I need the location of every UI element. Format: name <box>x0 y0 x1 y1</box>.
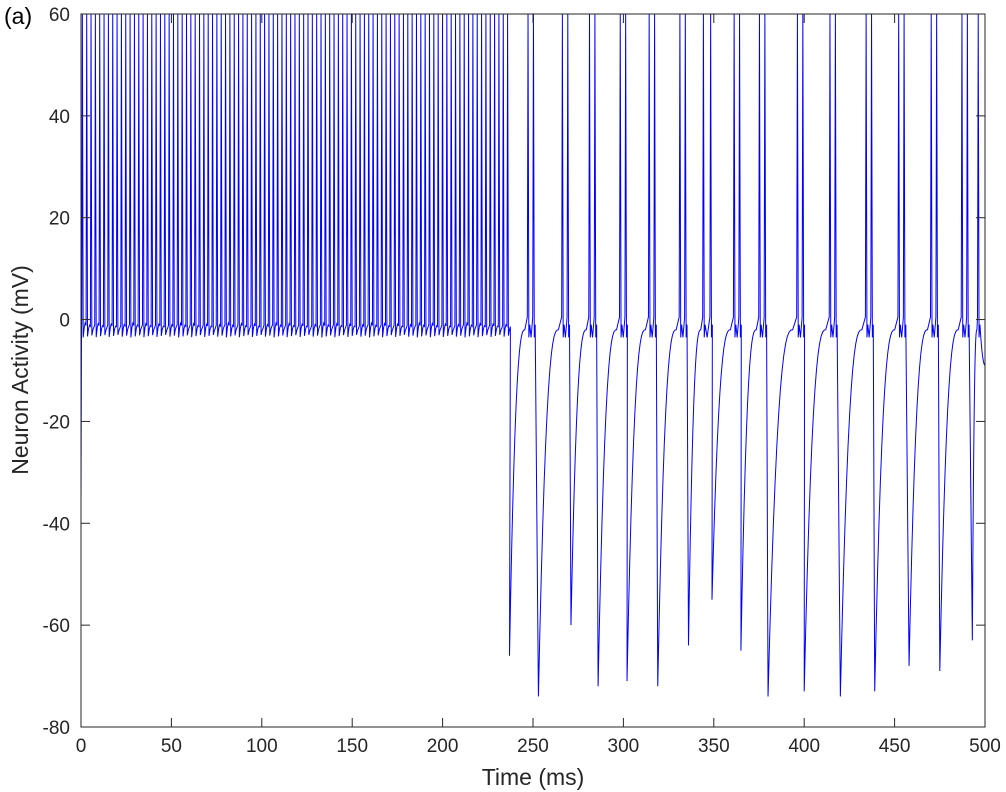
x-tick-label: 250 <box>517 736 549 757</box>
x-tick-label: 350 <box>698 736 730 757</box>
y-tick-label: -60 <box>43 616 70 637</box>
trace-layer <box>81 14 985 697</box>
ticks-layer: 0 50 100 150 200 250 300 350 400 450 500-80-60-40-… <box>43 5 1001 757</box>
x-tick-label: 150 <box>336 736 368 757</box>
panel-label: (a) <box>4 3 32 29</box>
x-tick-label: 450 <box>879 736 911 757</box>
y-tick-label: -20 <box>43 412 70 433</box>
y-tick-label: -40 <box>43 514 70 535</box>
x-tick-label: 300 <box>608 736 640 757</box>
x-axis-label: Time (ms) <box>482 764 585 790</box>
x-tick-label: 400 <box>788 736 820 757</box>
y-tick-label: 40 <box>49 107 70 128</box>
y-tick-label: -80 <box>43 718 70 739</box>
x-tick-label: 500 <box>969 736 1001 757</box>
series-line-neuron-activity <box>81 14 985 697</box>
x-tick-label: 50 <box>161 736 182 757</box>
y-axis-label: Neuron Activity (mV) <box>7 265 33 475</box>
y-tick-label: 0 <box>59 311 70 332</box>
y-tick-label: 20 <box>49 209 70 230</box>
x-tick-label: 0 <box>76 736 87 757</box>
x-tick-label: 200 <box>427 736 459 757</box>
x-tick-label: 100 <box>246 736 278 757</box>
y-tick-label: 60 <box>49 5 70 26</box>
